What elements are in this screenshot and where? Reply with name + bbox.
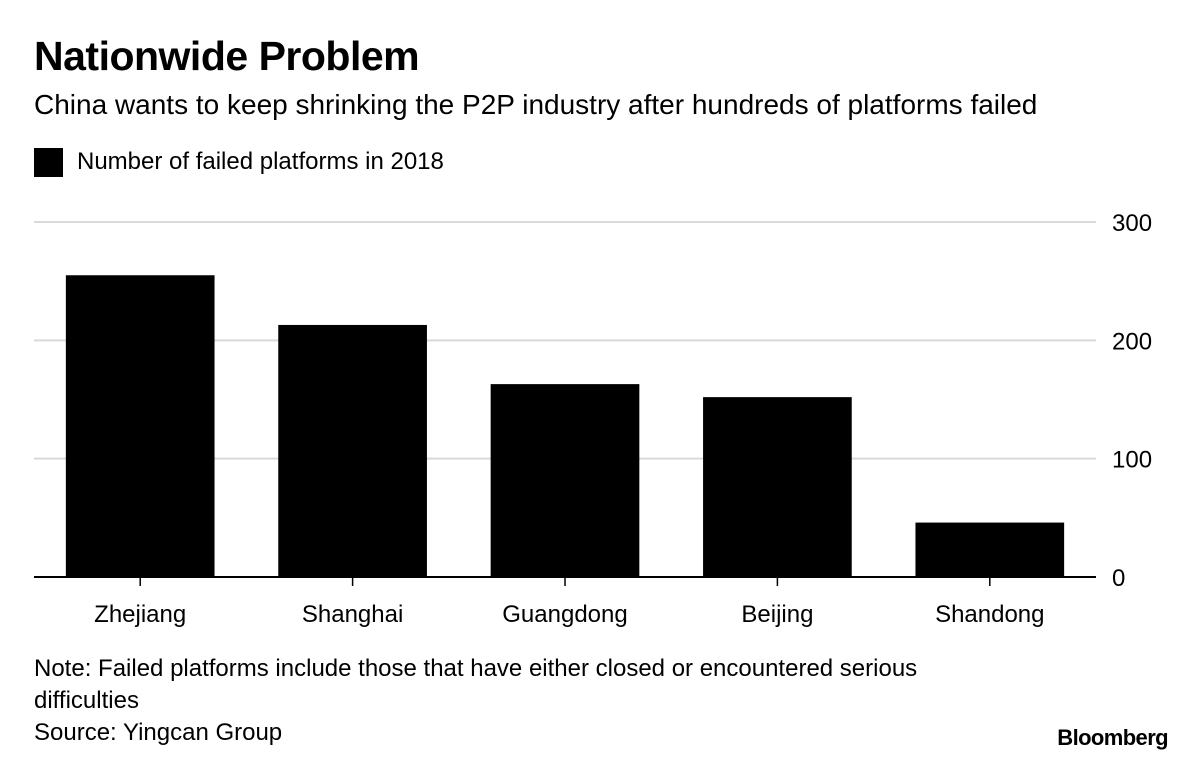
y-axis-tick-labels: 0 100 200 300 (1112, 210, 1152, 592)
legend: Number of failed platforms in 2018 (34, 144, 444, 180)
y-tick-label: 100 (1112, 447, 1152, 474)
legend-label: Number of failed platforms in 2018 (77, 148, 444, 175)
bar (278, 324, 427, 577)
bloomberg-logo: Bloomberg (1057, 725, 1168, 750)
note-text: Note: Failed platforms include those tha… (34, 655, 918, 714)
footer-notes: Note: Failed platforms include those tha… (34, 653, 974, 749)
x-tick-label: Shandong (935, 601, 1044, 628)
bar (703, 397, 852, 577)
y-tick-label: 0 (1112, 565, 1125, 592)
x-tick-label: Guangdong (502, 601, 627, 628)
x-tick-label: Beijing (741, 601, 813, 628)
source-text: Source: Yingcan Group (34, 719, 283, 746)
y-tick-label: 200 (1112, 328, 1152, 355)
bars (65, 275, 1065, 577)
x-tick-label: Shanghai (302, 601, 403, 628)
x-tick-label: Zhejiang (94, 601, 186, 628)
chart-title: Nationwide Problem (34, 33, 420, 79)
x-axis-tick-labels: Zhejiang Shanghai Guangdong Beijing Shandong (94, 601, 1044, 628)
bar (915, 522, 1065, 577)
bar (490, 384, 640, 577)
x-axis (34, 576, 1096, 586)
bar (65, 275, 215, 577)
y-tick-label: 300 (1112, 210, 1152, 237)
legend-swatch (34, 147, 63, 177)
chart-subtitle: China wants to keep shrinking the P2P in… (34, 89, 1038, 120)
